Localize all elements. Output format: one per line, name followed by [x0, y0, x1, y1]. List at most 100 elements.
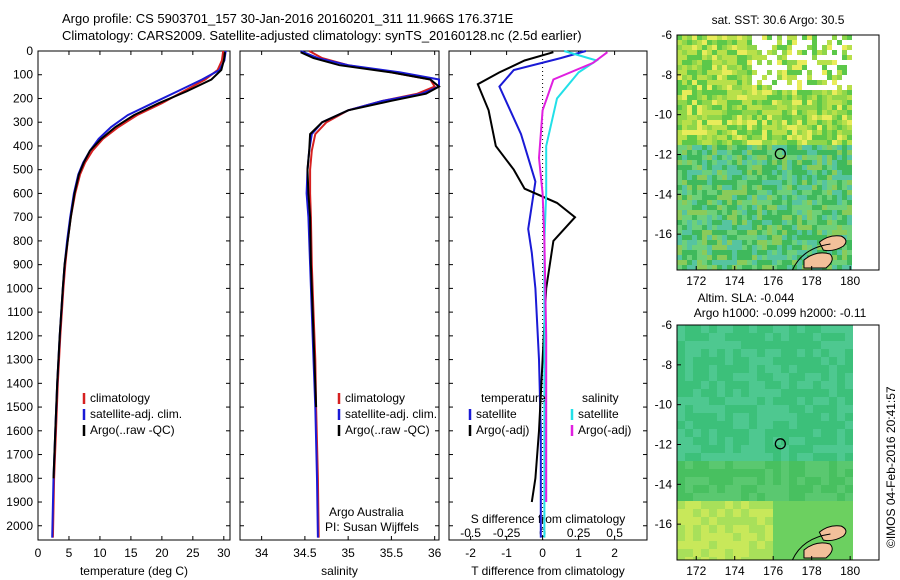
sst-map-cell: [697, 60, 702, 65]
sla-map-cell: [749, 501, 757, 509]
sst-map-cell: [727, 145, 732, 150]
sst-map-cell: [737, 200, 742, 205]
sst-map-cell: [777, 215, 782, 220]
sst-map-cell: [797, 185, 802, 190]
sst-map-cell: [697, 145, 702, 150]
sla-map-cell: [773, 389, 781, 397]
sst-map-cell: [697, 195, 702, 200]
sst-map-cell: [722, 115, 727, 120]
sst-map-cell: [677, 215, 682, 220]
sla-map-cell: [709, 405, 717, 413]
sla-map-cell: [773, 365, 781, 373]
depth-tick-label: 1300: [6, 353, 33, 367]
sst-map-cell: [722, 125, 727, 130]
sst-map-cell: [677, 200, 682, 205]
sla-map-cell: [789, 469, 797, 477]
sst-map-cell: [817, 250, 822, 255]
sst-map-cell: [752, 230, 757, 235]
sst-map-cell: [757, 150, 762, 155]
sst-map-cell: [842, 165, 847, 170]
sla-map-cell: [677, 333, 685, 341]
sst-map-cell: [687, 220, 692, 225]
sst-map-cell: [827, 40, 832, 45]
sst-map-cell: [792, 120, 797, 125]
sla-map-cell: [757, 461, 765, 469]
sst-map-cell: [677, 195, 682, 200]
sla-map-cell: [693, 373, 701, 381]
sst-map-cell: [722, 95, 727, 100]
sst-map-cell: [847, 255, 852, 260]
sst-map-cell: [702, 225, 707, 230]
sla-map-cell: [789, 373, 797, 381]
sst-map-cell: [762, 145, 767, 150]
sst-map-cell: [742, 55, 747, 60]
sla-map-cell: [797, 517, 805, 525]
sst-map-cell: [777, 180, 782, 185]
sst-map-cell: [832, 50, 837, 55]
sst-map-cell: [797, 155, 802, 160]
depth-tick-label: 0: [26, 44, 33, 58]
sst-map-cell: [692, 110, 697, 115]
sla-map-cell: [693, 509, 701, 517]
sst-map-cell: [737, 100, 742, 105]
sla-map-cell: [781, 445, 789, 453]
sst-map-cell: [752, 265, 757, 270]
sst-map-cell: [842, 250, 847, 255]
difference-legend-temperature-title: temperature: [481, 391, 546, 405]
sla-map-cell: [805, 501, 813, 509]
sla-map-cell: [741, 541, 749, 549]
sst-map-cell: [757, 195, 762, 200]
sst-map-cell: [752, 220, 757, 225]
sst-map-cell: [717, 225, 722, 230]
sst-map-cell: [777, 245, 782, 250]
sst-map-cell: [732, 105, 737, 110]
sst-map-cell: [797, 95, 802, 100]
sst-map-cell: [752, 145, 757, 150]
temperature-series-1: [51, 50, 227, 538]
sla-map-cell: [797, 485, 805, 493]
sst-map-cell: [777, 185, 782, 190]
sla-map-cell: [701, 485, 709, 493]
sst-map-cell: [832, 115, 837, 120]
sst-map-cell: [697, 35, 702, 40]
sst-map-cell: [692, 125, 697, 130]
sla-map-cell: [773, 461, 781, 469]
sst-map-cell: [707, 90, 712, 95]
sla-map-cell: [733, 357, 741, 365]
sst-map-cell: [722, 220, 727, 225]
sst-map-cell: [692, 130, 697, 135]
sla-map-cell: [837, 517, 845, 525]
sst-map-cell: [742, 40, 747, 45]
sst-map-cell: [827, 185, 832, 190]
sst-map-cell: [797, 145, 802, 150]
depth-tick-label: 100: [13, 68, 33, 82]
sla-map-cell: [845, 349, 853, 357]
sst-map-cell: [772, 190, 777, 195]
sla-map-cell: [821, 461, 829, 469]
sst-map-cell: [747, 110, 752, 115]
sst-map-cell: [732, 230, 737, 235]
sst-map-cell: [792, 225, 797, 230]
sst-map-cell: [827, 100, 832, 105]
sst-map-cell: [767, 180, 772, 185]
sst-map-cell: [742, 90, 747, 95]
sst-map-cell: [762, 95, 767, 100]
sla-map-cell: [701, 333, 709, 341]
sst-map-cell: [832, 60, 837, 65]
sst-map-cell: [762, 260, 767, 265]
sst-map-cell: [792, 220, 797, 225]
sst-map-cell: [767, 245, 772, 250]
sst-map-cell: [832, 100, 837, 105]
sst-map-cell: [782, 260, 787, 265]
sst-map-cell: [777, 200, 782, 205]
sst-map-cell: [727, 55, 732, 60]
sst-map-cell: [807, 245, 812, 250]
sst-map-cell: [832, 125, 837, 130]
sla-map-cell: [845, 509, 853, 517]
sla-map-cell: [805, 325, 813, 333]
sst-map-cell: [797, 135, 802, 140]
sst-map-field: [677, 35, 852, 270]
sst-map-cell: [722, 155, 727, 160]
sst-map-cell: [742, 185, 747, 190]
sla-map-cell: [829, 445, 837, 453]
